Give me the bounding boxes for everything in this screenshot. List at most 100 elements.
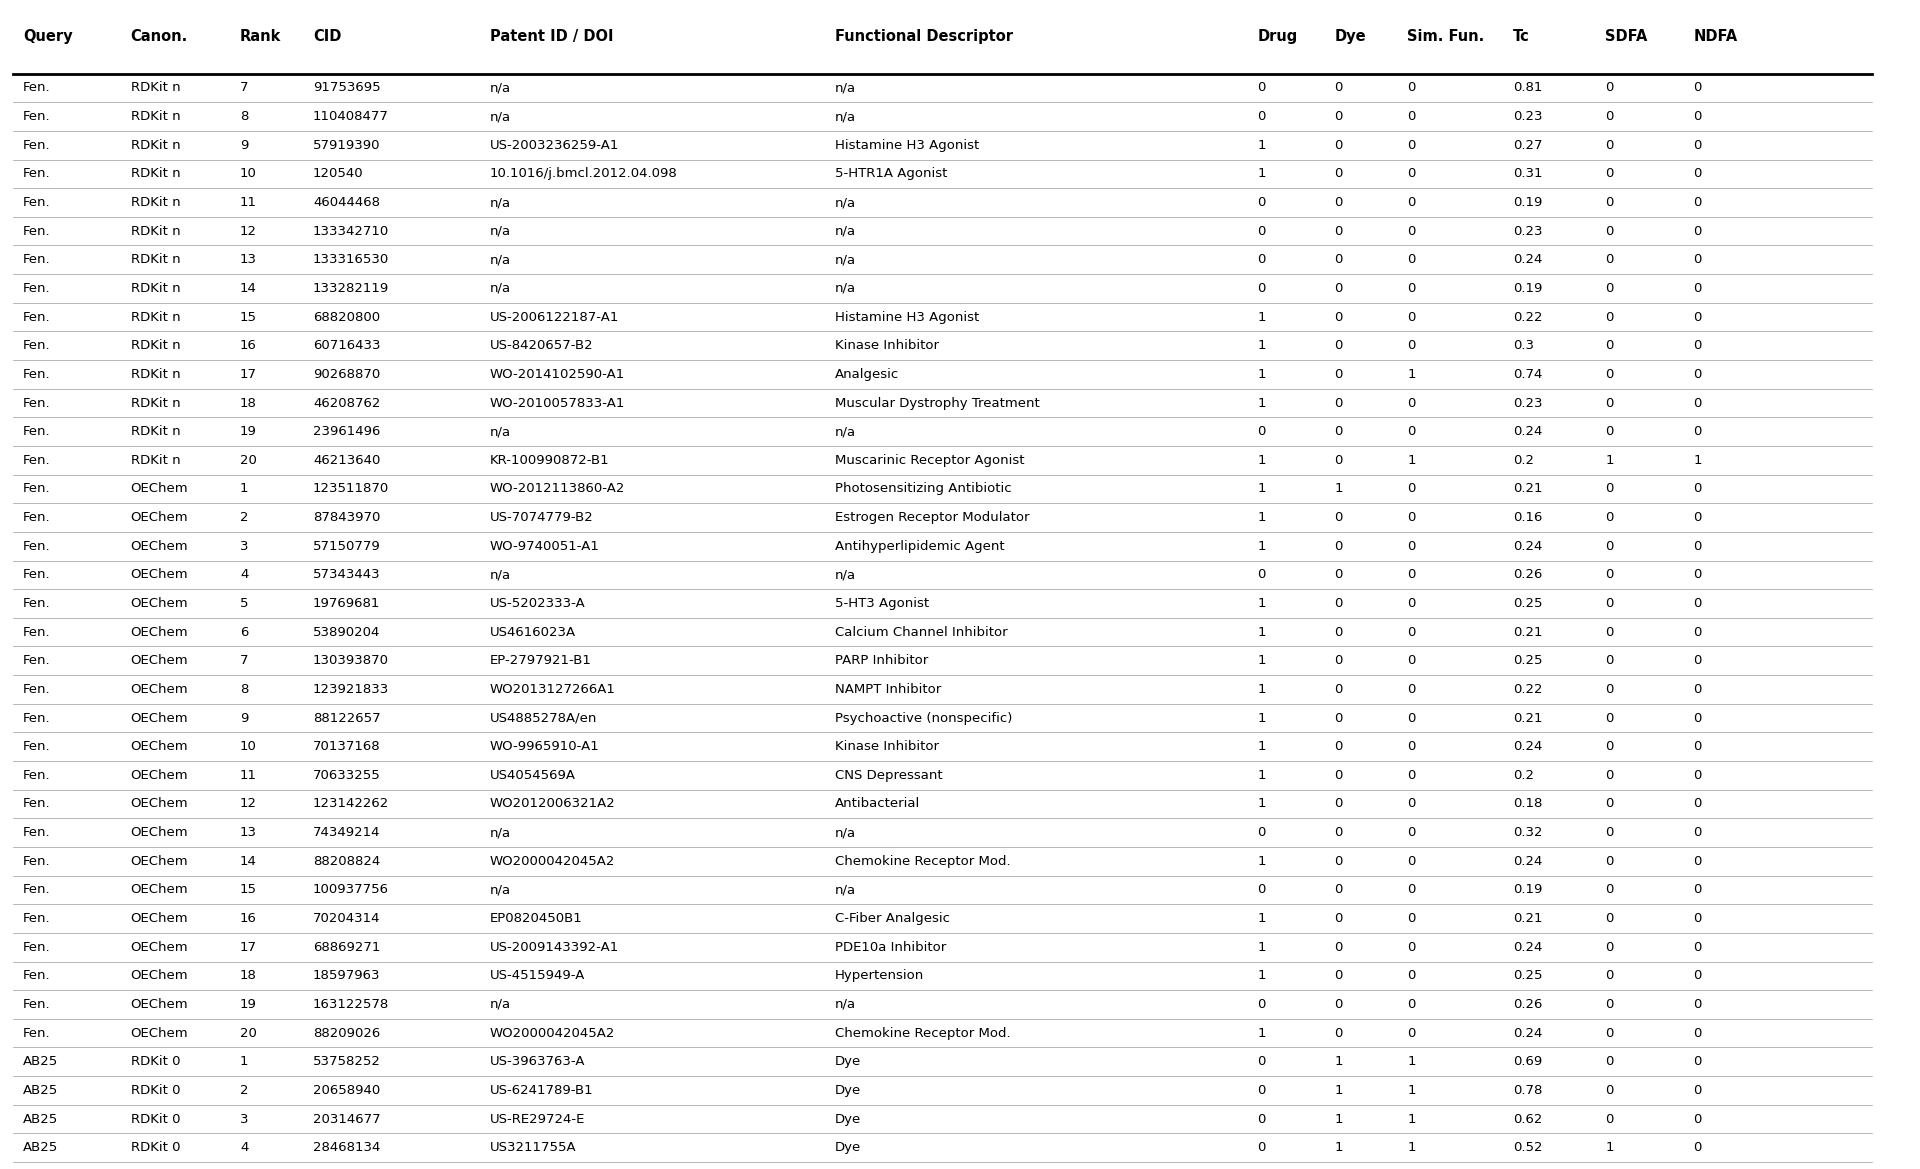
Text: 0: 0 [1693, 511, 1701, 524]
Text: Fen.: Fen. [23, 969, 50, 982]
Text: 0: 0 [1693, 540, 1701, 553]
Text: 130393870: 130393870 [313, 655, 390, 667]
Text: 0: 0 [1605, 855, 1613, 867]
Text: PDE10a Inhibitor: PDE10a Inhibitor [835, 941, 947, 954]
Text: OEChem: OEChem [131, 540, 188, 553]
Text: 0: 0 [1407, 998, 1415, 1011]
Text: 123921833: 123921833 [313, 683, 390, 696]
Text: Fen.: Fen. [23, 483, 50, 496]
Text: 0: 0 [1605, 826, 1613, 839]
Text: 0: 0 [1605, 368, 1613, 381]
Text: Dye: Dye [835, 1113, 862, 1126]
Text: 0: 0 [1407, 511, 1415, 524]
Text: 0: 0 [1258, 998, 1265, 1011]
Text: Fen.: Fen. [23, 454, 50, 466]
Text: 1: 1 [1258, 311, 1265, 324]
Text: 0: 0 [1334, 196, 1342, 209]
Text: 1: 1 [1258, 454, 1265, 466]
Text: n/a: n/a [835, 82, 856, 95]
Text: 70204314: 70204314 [313, 912, 380, 925]
Text: 0.23: 0.23 [1513, 110, 1542, 123]
Text: 0.18: 0.18 [1513, 797, 1542, 810]
Text: n/a: n/a [490, 82, 511, 95]
Text: WO2000042045A2: WO2000042045A2 [490, 855, 614, 867]
Text: 0.26: 0.26 [1513, 568, 1542, 581]
Text: 0: 0 [1605, 82, 1613, 95]
Text: 0.24: 0.24 [1513, 540, 1542, 553]
Text: SDFA: SDFA [1605, 29, 1647, 44]
Text: 0: 0 [1407, 311, 1415, 324]
Text: Fen.: Fen. [23, 540, 50, 553]
Text: 0: 0 [1334, 396, 1342, 409]
Text: 0.52: 0.52 [1513, 1141, 1542, 1154]
Text: 18: 18 [240, 396, 257, 409]
Text: 1: 1 [1258, 912, 1265, 925]
Text: 46044468: 46044468 [313, 196, 380, 209]
Text: 0: 0 [1334, 82, 1342, 95]
Text: US4885278A/en: US4885278A/en [490, 712, 597, 725]
Text: 0: 0 [1605, 625, 1613, 638]
Text: Fen.: Fen. [23, 511, 50, 524]
Text: RDKit n: RDKit n [131, 224, 180, 237]
Text: 0: 0 [1334, 139, 1342, 152]
Text: 0: 0 [1407, 712, 1415, 725]
Text: Fen.: Fen. [23, 855, 50, 867]
Text: 0: 0 [1407, 254, 1415, 267]
Text: 120540: 120540 [313, 167, 363, 180]
Text: 1: 1 [1258, 368, 1265, 381]
Text: 60716433: 60716433 [313, 339, 380, 352]
Text: Dye: Dye [835, 1084, 862, 1097]
Text: 0.25: 0.25 [1513, 969, 1542, 982]
Text: 91753695: 91753695 [313, 82, 380, 95]
Text: RDKit n: RDKit n [131, 254, 180, 267]
Text: Fen.: Fen. [23, 740, 50, 753]
Text: 0: 0 [1334, 311, 1342, 324]
Text: 1: 1 [1258, 597, 1265, 610]
Text: RDKit n: RDKit n [131, 454, 180, 466]
Text: Fen.: Fen. [23, 712, 50, 725]
Text: 0: 0 [1605, 884, 1613, 897]
Text: US-4515949-A: US-4515949-A [490, 969, 586, 982]
Text: 0: 0 [1334, 1026, 1342, 1039]
Text: 0: 0 [1334, 568, 1342, 581]
Text: 0: 0 [1605, 139, 1613, 152]
Text: 1: 1 [240, 483, 248, 496]
Text: 0: 0 [1693, 655, 1701, 667]
Text: 11: 11 [240, 769, 257, 782]
Text: 13: 13 [240, 826, 257, 839]
Text: KR-100990872-B1: KR-100990872-B1 [490, 454, 609, 466]
Text: Query: Query [23, 29, 73, 44]
Text: 0: 0 [1407, 797, 1415, 810]
Text: Fen.: Fen. [23, 941, 50, 954]
Text: 0: 0 [1258, 826, 1265, 839]
Text: 0.19: 0.19 [1513, 196, 1542, 209]
Text: 1: 1 [1258, 740, 1265, 753]
Text: 9: 9 [240, 139, 248, 152]
Text: 0: 0 [1258, 1084, 1265, 1097]
Text: US-RE29724-E: US-RE29724-E [490, 1113, 586, 1126]
Text: 0: 0 [1407, 196, 1415, 209]
Text: 0: 0 [1407, 625, 1415, 638]
Text: RDKit n: RDKit n [131, 167, 180, 180]
Text: 0: 0 [1693, 1056, 1701, 1068]
Text: 0: 0 [1605, 339, 1613, 352]
Text: 8: 8 [240, 683, 248, 696]
Text: Psychoactive (nonspecific): Psychoactive (nonspecific) [835, 712, 1012, 725]
Text: n/a: n/a [835, 826, 856, 839]
Text: WO2013127266A1: WO2013127266A1 [490, 683, 616, 696]
Text: Fen.: Fen. [23, 769, 50, 782]
Text: 1: 1 [1407, 1141, 1415, 1154]
Text: 0: 0 [1693, 311, 1701, 324]
Text: 0: 0 [1334, 797, 1342, 810]
Text: 0: 0 [1258, 282, 1265, 295]
Text: 0: 0 [1693, 912, 1701, 925]
Text: US-2009143392-A1: US-2009143392-A1 [490, 941, 618, 954]
Text: 0: 0 [1693, 139, 1701, 152]
Text: 0: 0 [1605, 311, 1613, 324]
Text: 16: 16 [240, 339, 257, 352]
Text: 0: 0 [1407, 167, 1415, 180]
Text: OEChem: OEChem [131, 826, 188, 839]
Text: Dye: Dye [835, 1141, 862, 1154]
Text: US-6241789-B1: US-6241789-B1 [490, 1084, 593, 1097]
Text: Muscarinic Receptor Agonist: Muscarinic Receptor Agonist [835, 454, 1025, 466]
